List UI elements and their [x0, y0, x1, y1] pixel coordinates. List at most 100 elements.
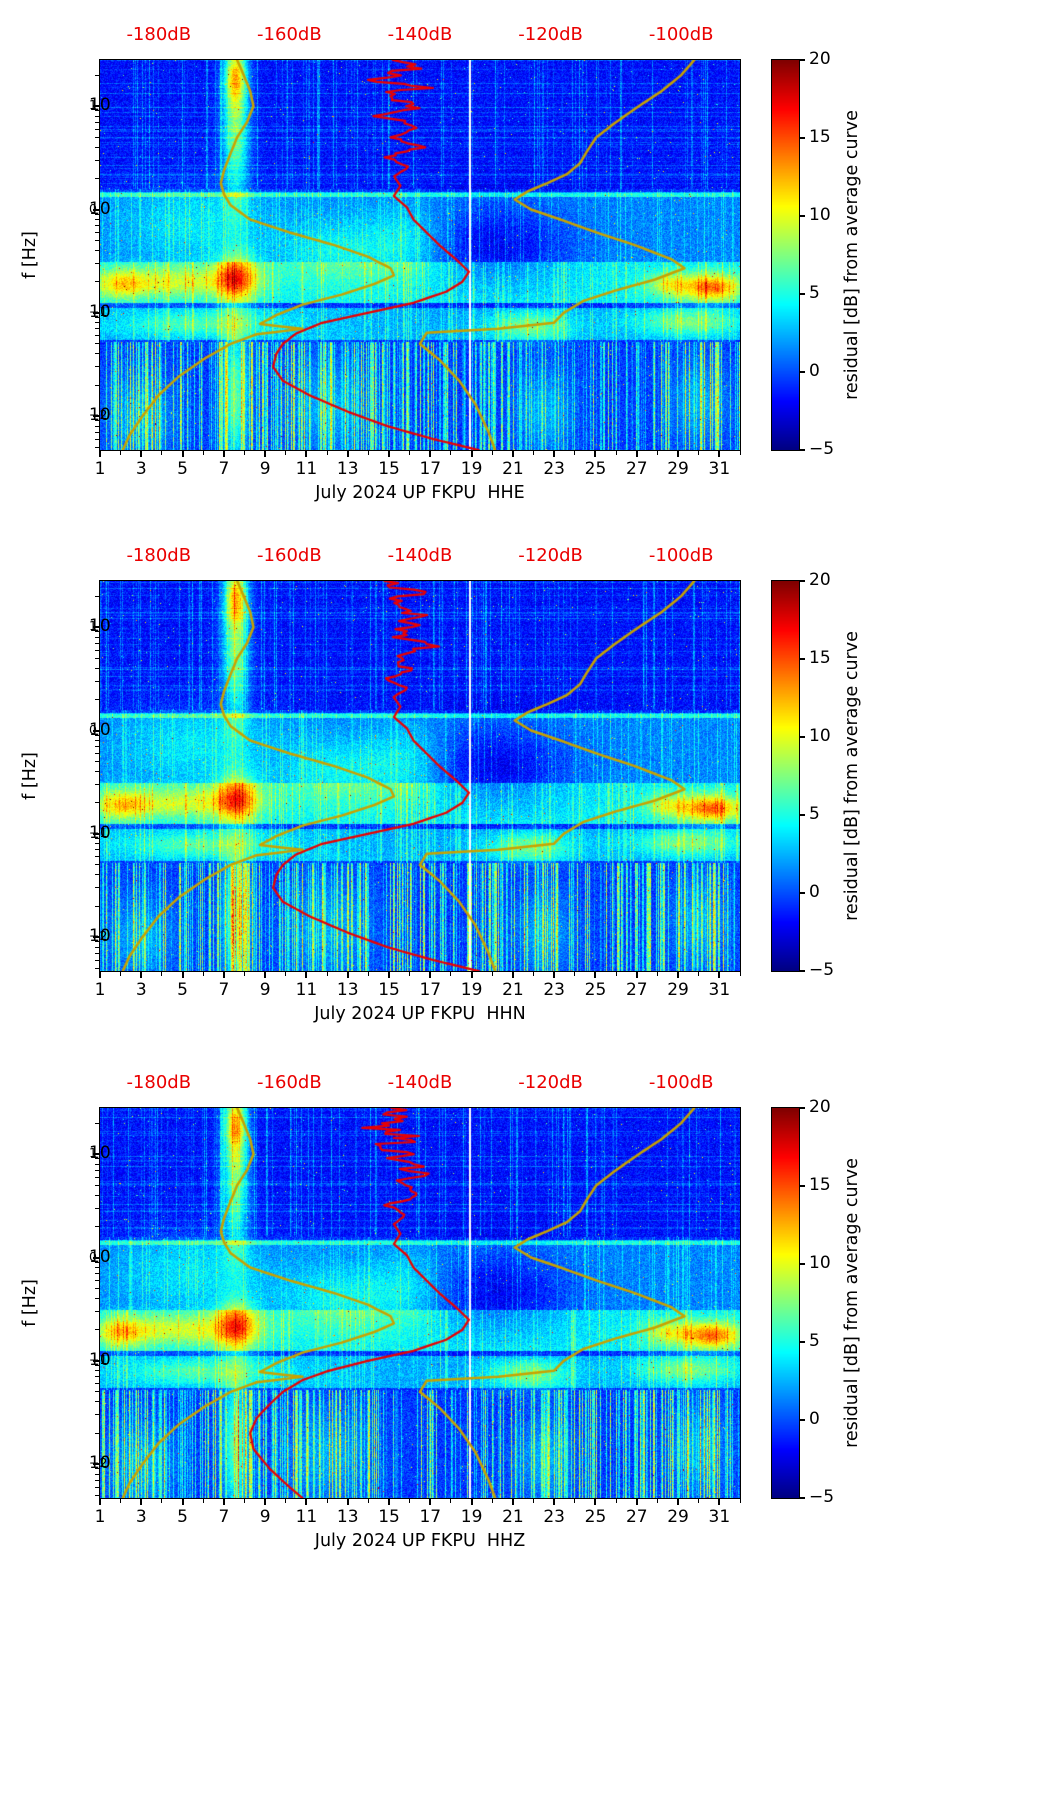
x-minor-tick	[202, 451, 204, 455]
top-db-label: -160dB	[257, 545, 322, 566]
x-minor-tick	[698, 1499, 700, 1503]
y-minor-tick	[95, 802, 99, 804]
x-minor-tick	[533, 451, 535, 455]
y-minor-tick	[95, 213, 99, 215]
y-minor-tick	[95, 1169, 99, 1171]
y-tick	[93, 311, 99, 314]
colorbar-tick	[800, 658, 805, 660]
y-minor-tick	[95, 1273, 99, 1274]
x-minor-tick	[698, 451, 700, 455]
x-tick-label: 17	[419, 980, 442, 1000]
y-minor-tick	[95, 941, 99, 943]
x-minor-tick	[285, 451, 287, 455]
y-minor-tick	[95, 887, 99, 889]
y-minor-tick	[95, 967, 99, 969]
x-tick-label: 13	[336, 980, 359, 1000]
x-tick-label: 21	[502, 459, 524, 479]
y-minor-tick	[95, 1370, 99, 1372]
y-tick-base: 10	[89, 1349, 111, 1370]
y-tick-base: 10	[89, 1143, 111, 1164]
colorbar-tick	[800, 215, 805, 217]
y-tick-label: 10 −2	[25, 924, 111, 948]
colorbar-tick-label: 0	[809, 1409, 820, 1429]
y-minor-tick	[95, 667, 99, 669]
y-minor-tick	[95, 1494, 99, 1496]
y-tick	[93, 208, 99, 211]
colorbar-hhe	[772, 60, 799, 450]
x-tick-label: 21	[502, 1507, 524, 1527]
y-minor-tick	[95, 1391, 99, 1393]
y-tick-base: 10	[89, 1246, 111, 1267]
x-tick-label: 15	[378, 980, 400, 1000]
colorbar-tick	[800, 1419, 805, 1421]
y-minor-tick	[95, 1279, 99, 1281]
y-minor-tick	[95, 952, 99, 954]
x-tick	[140, 972, 143, 978]
y-minor-tick	[95, 1376, 99, 1378]
colorbar-tick-label: 15	[809, 1175, 831, 1195]
y-tick-base: 10	[89, 301, 111, 322]
x-tick-label: 17	[419, 1507, 442, 1527]
y-tick-exponent: 1	[89, 1145, 97, 1161]
x-tick	[305, 972, 308, 978]
colorbar-tick-label: 0	[809, 361, 820, 381]
panel-xlabel-hhz: July 2024 UP FKPU HHZ	[314, 1531, 526, 1551]
y-minor-tick	[95, 1383, 99, 1385]
x-tick	[99, 972, 101, 978]
x-tick	[553, 972, 556, 978]
y-minor-tick	[95, 746, 99, 747]
y-minor-tick	[95, 959, 99, 961]
x-tick-label: 27	[625, 980, 648, 1000]
x-tick	[677, 1499, 680, 1505]
y-minor-tick	[95, 784, 99, 786]
y-tick-base: 10	[89, 616, 111, 637]
top-db-label: -180dB	[126, 1072, 192, 1093]
x-tick-label: 19	[460, 980, 483, 1000]
x-minor-tick	[615, 451, 617, 455]
y-minor-tick	[95, 761, 99, 763]
y-axis-label: f [Hz]	[20, 231, 40, 279]
y-axis-label: f [Hz]	[20, 1279, 40, 1327]
y-minor-tick	[95, 849, 99, 851]
colorbar-tick-label: 10	[809, 1253, 831, 1273]
colorbar-tick-label: 10	[809, 205, 831, 225]
x-minor-tick	[161, 1499, 163, 1503]
y-minor-tick	[95, 1288, 99, 1290]
colorbar-tick-label: 0	[809, 882, 820, 902]
x-tick	[264, 1499, 267, 1505]
x-tick	[635, 972, 638, 978]
x-minor-tick	[533, 972, 535, 976]
y-minor-tick	[95, 771, 99, 773]
x-tick-label: 17	[419, 459, 442, 479]
top-db-label: -180dB	[126, 24, 192, 45]
x-tick-label: 29	[667, 980, 689, 1000]
y-minor-tick	[95, 431, 99, 433]
y-tick-label: 10 −2	[25, 403, 111, 427]
y-minor-tick	[95, 905, 99, 907]
x-tick	[429, 1499, 432, 1505]
y-tick-exponent: −1	[89, 824, 108, 840]
x-minor-tick	[656, 451, 658, 455]
x-tick	[264, 972, 267, 978]
x-minor-tick	[574, 451, 576, 455]
x-tick-label: 25	[584, 1507, 607, 1527]
x-tick	[346, 451, 349, 457]
colorbar-tick	[800, 1497, 805, 1499]
colorbar-tick-label: 20	[809, 1097, 831, 1117]
x-tick-label: 25	[584, 980, 607, 1000]
y-minor-tick	[95, 425, 99, 427]
y-minor-tick	[95, 136, 99, 138]
y-tick-base: 10	[89, 926, 111, 947]
y-minor-tick	[95, 864, 99, 866]
x-minor-tick	[574, 1499, 576, 1503]
y-tick-base: 10	[89, 822, 111, 843]
x-minor-tick	[409, 451, 411, 455]
y-minor-tick	[95, 335, 99, 337]
x-tick	[635, 1499, 638, 1505]
x-tick	[594, 1499, 597, 1505]
x-tick-label: 5	[177, 1507, 188, 1527]
y-minor-tick	[95, 1158, 99, 1160]
x-tick-label: 19	[460, 459, 483, 479]
x-minor-tick	[244, 451, 246, 455]
